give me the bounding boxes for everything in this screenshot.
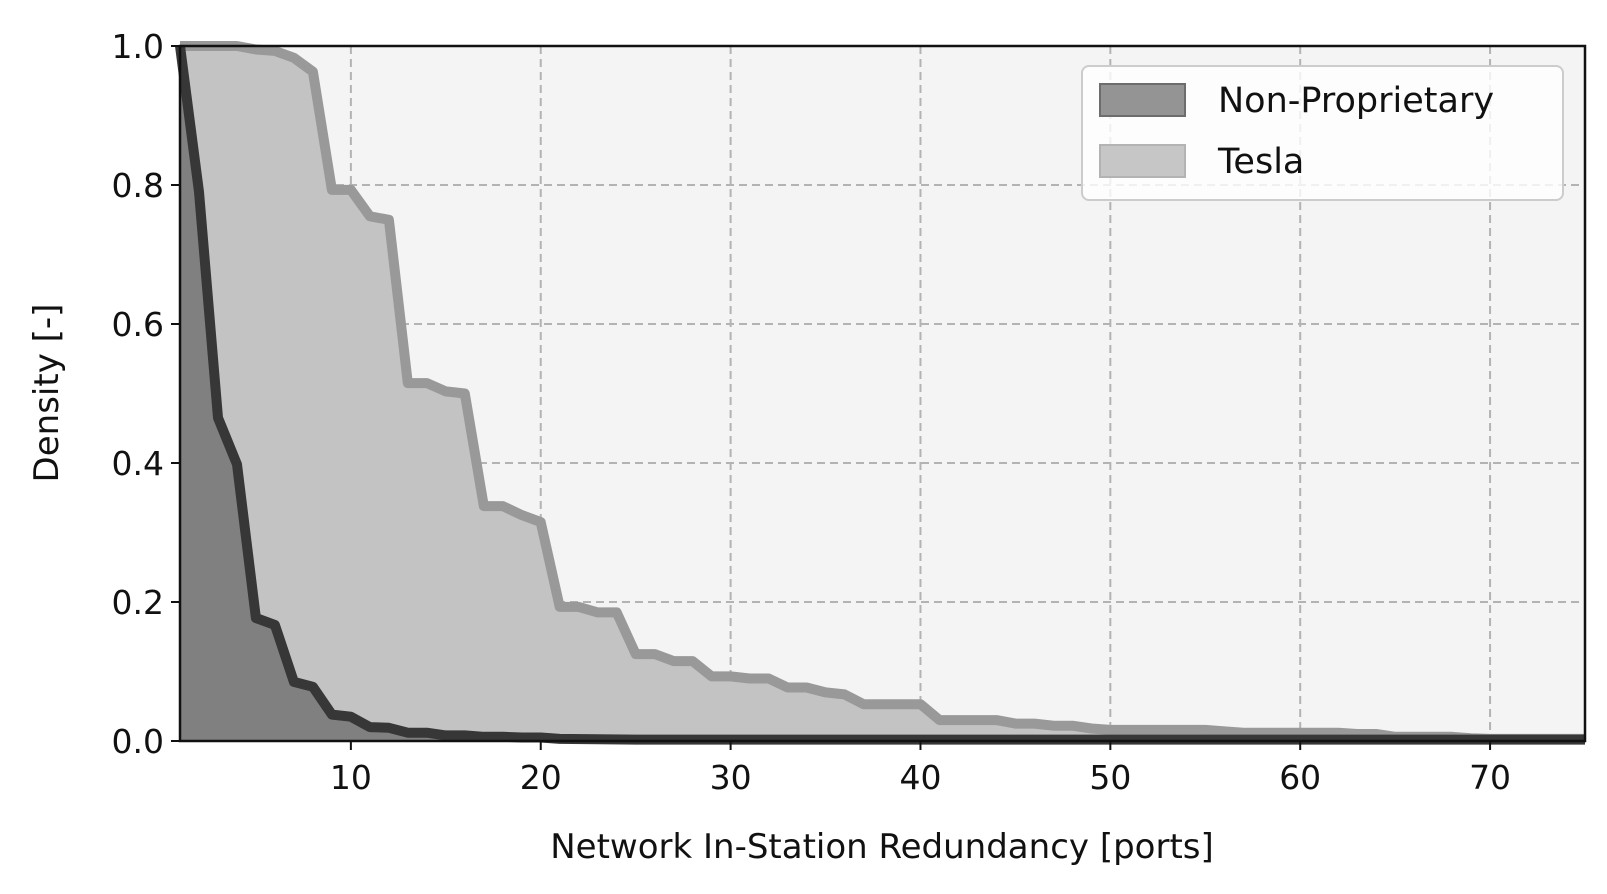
series-line-non-proprietary [175, 45, 1585, 745]
y-tick-label: 0.6 [112, 305, 164, 344]
y-tick-label: 0.2 [112, 583, 164, 622]
x-tick-label: 60 [1279, 758, 1321, 797]
y-axis: 0.0 0.2 0.4 0.6 0.8 1.0 [112, 27, 180, 761]
x-tick-label: 20 [520, 758, 562, 797]
plot-frame [178, 44, 1587, 743]
x-tick-label: 70 [1469, 758, 1511, 797]
x-tick-label: 10 [330, 758, 372, 797]
legend-label-tesla: Tesla [1217, 142, 1304, 182]
y-tick-label: 0.8 [112, 166, 164, 205]
x-tick-label: 50 [1089, 758, 1131, 797]
y-tick-label: 0.4 [112, 444, 164, 483]
legend: Non-Proprietary Tesla [1081, 65, 1564, 201]
legend-swatch-tesla [1099, 144, 1186, 178]
legend-label-non-proprietary: Non-Proprietary [1218, 81, 1494, 121]
x-axis: 10 20 30 40 50 60 70 [330, 741, 1511, 797]
legend-swatch-non-proprietary [1099, 83, 1186, 117]
legend-box [1081, 65, 1564, 201]
x-tick-label: 30 [710, 758, 752, 797]
x-axis-label: Network In-Station Redundancy [ports] [550, 827, 1214, 867]
series-line-tesla [180, 41, 1585, 744]
series-layer [175, 41, 1585, 745]
x-tick-label: 40 [899, 758, 941, 797]
series-area-tesla [180, 46, 1585, 741]
y-axis-label: Density [-] [27, 304, 67, 483]
y-tick-label: 1.0 [112, 27, 164, 66]
y-tick-label: 0.0 [112, 722, 164, 761]
